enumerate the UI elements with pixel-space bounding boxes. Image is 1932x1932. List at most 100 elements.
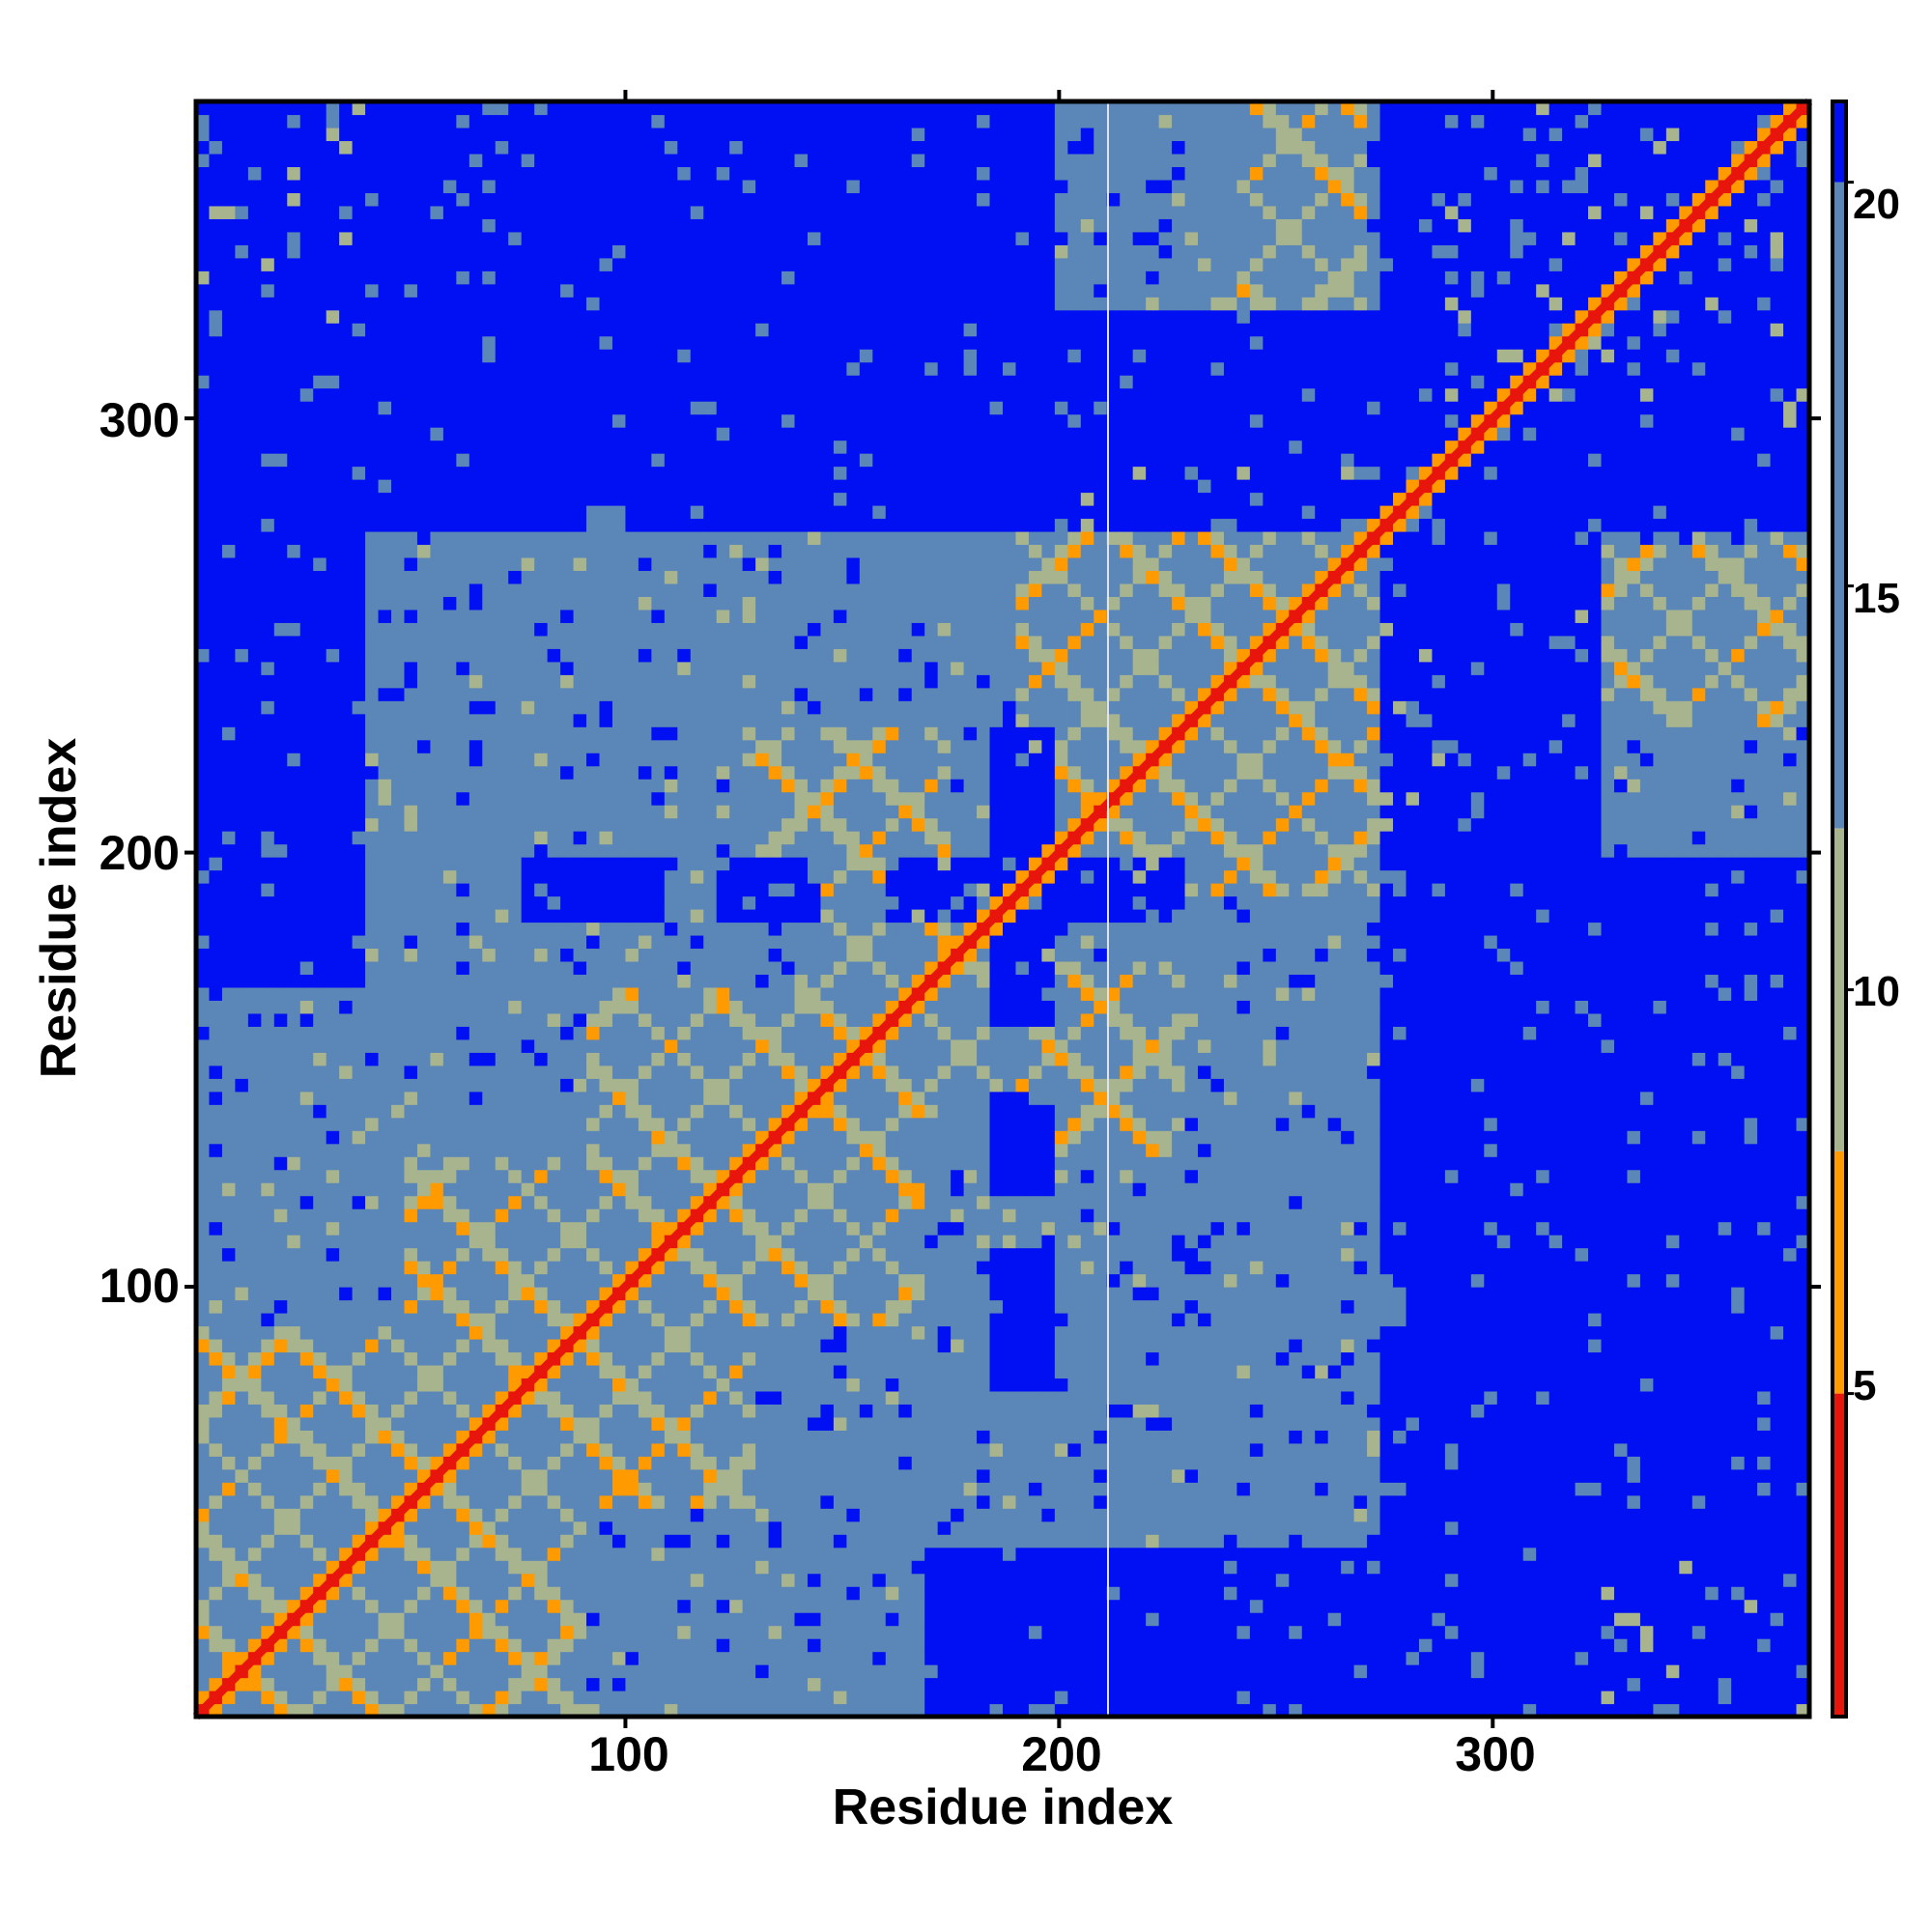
heatmap-cell [378,1143,392,1157]
heatmap-cell [521,244,535,259]
heatmap-cell [690,1703,704,1718]
heatmap-cell [560,1547,575,1561]
heatmap-cell [560,1091,575,1105]
heatmap-cell [456,544,470,558]
heatmap-cell [287,1416,301,1431]
heatmap-cell [573,661,587,675]
heatmap-cell [196,805,211,819]
heatmap-cell [273,1208,288,1223]
heatmap-cell [547,1026,561,1040]
heatmap-cell [313,1690,327,1705]
heatmap-cell [378,934,392,950]
heatmap-cell [273,1299,288,1314]
heatmap-cell [442,205,457,219]
heatmap-cell [690,166,704,181]
heatmap-cell [365,648,380,663]
heatmap-cell [221,518,237,532]
heatmap-cell [235,1442,249,1457]
heatmap-cell [404,1117,418,1131]
heatmap-cell [456,1351,470,1366]
heatmap-cell [235,375,249,389]
heatmap-cell [664,1677,678,1691]
heatmap-cell [339,1325,354,1340]
heatmap-cell [378,753,392,767]
heatmap-cell [677,1416,692,1431]
heatmap-cell [391,622,406,637]
heatmap-cell [469,960,483,976]
heatmap-cell [391,1012,406,1027]
heatmap-cell [235,1026,249,1040]
heatmap-cell [677,1156,692,1171]
heatmap-cell [261,922,275,936]
heatmap-cell [326,1651,340,1665]
heatmap-cell [378,231,392,245]
heatmap-cell [416,556,432,572]
heatmap-cell [534,1404,549,1418]
heatmap-cell [235,1169,249,1183]
heatmap-cell [442,1065,457,1079]
heatmap-cell [703,1430,718,1444]
heatmap-cell [573,1351,587,1366]
heatmap-cell [456,1338,470,1353]
heatmap-cell [651,1143,666,1157]
heatmap-cell [261,1520,275,1535]
heatmap-cell [209,401,223,415]
heatmap-cell [235,1690,249,1705]
heatmap-cell [352,1091,366,1105]
heatmap-cell [586,1456,601,1470]
heatmap-cell [287,231,301,245]
heatmap-cell [495,1091,509,1105]
heatmap-cell [391,1338,406,1353]
heatmap-cell [261,1287,275,1301]
heatmap-cell [221,1690,237,1705]
heatmap-cell [365,479,380,494]
heatmap-cell [664,1169,678,1183]
heatmap-cell [287,1456,301,1470]
heatmap-cell [560,831,575,845]
heatmap-cell [586,1169,601,1183]
heatmap-cell [469,1091,483,1105]
heatmap-cell [625,492,639,506]
heatmap-cell [247,1247,262,1262]
heatmap-cell [703,1169,718,1183]
heatmap-cell [482,596,497,611]
heatmap-cell [352,349,366,363]
heatmap-cell [690,479,704,494]
heatmap-cell [378,479,392,494]
heatmap-cell [247,1599,262,1613]
heatmap-cell [404,140,418,155]
heatmap-cell [221,297,237,311]
heatmap-cell [560,609,575,623]
heatmap-cell [534,140,549,155]
heatmap-cell [625,401,639,415]
heatmap-cell [638,401,652,415]
heatmap-cell [573,492,587,506]
heatmap-cell [273,205,288,219]
heatmap-cell [547,1195,561,1209]
heatmap-cell [430,192,444,207]
heatmap-cell [416,1560,432,1575]
heatmap-cell [247,453,262,468]
heatmap-cell [404,205,418,219]
heatmap-cell [196,440,211,454]
heatmap-cell [247,1195,262,1209]
heatmap-cell [339,1104,354,1119]
heatmap-cell [599,270,613,285]
heatmap-cell [534,1573,549,1587]
heatmap-cell [599,1651,613,1665]
heatmap-cell [586,244,601,259]
heatmap-cell [495,153,509,168]
heatmap-cell [547,492,561,506]
heatmap-cell [716,1599,730,1613]
heatmap-cell [235,440,249,454]
heatmap-cell [586,1599,601,1613]
heatmap-cell [261,544,275,558]
heatmap-cell [495,1664,509,1679]
heatmap-cell [391,192,406,207]
heatmap-cell [573,909,587,923]
heatmap-cell [287,609,301,623]
heatmap-cell [495,375,509,389]
heatmap-cell [664,283,678,298]
heatmap-cell [404,726,418,741]
heatmap-cell [547,114,561,128]
